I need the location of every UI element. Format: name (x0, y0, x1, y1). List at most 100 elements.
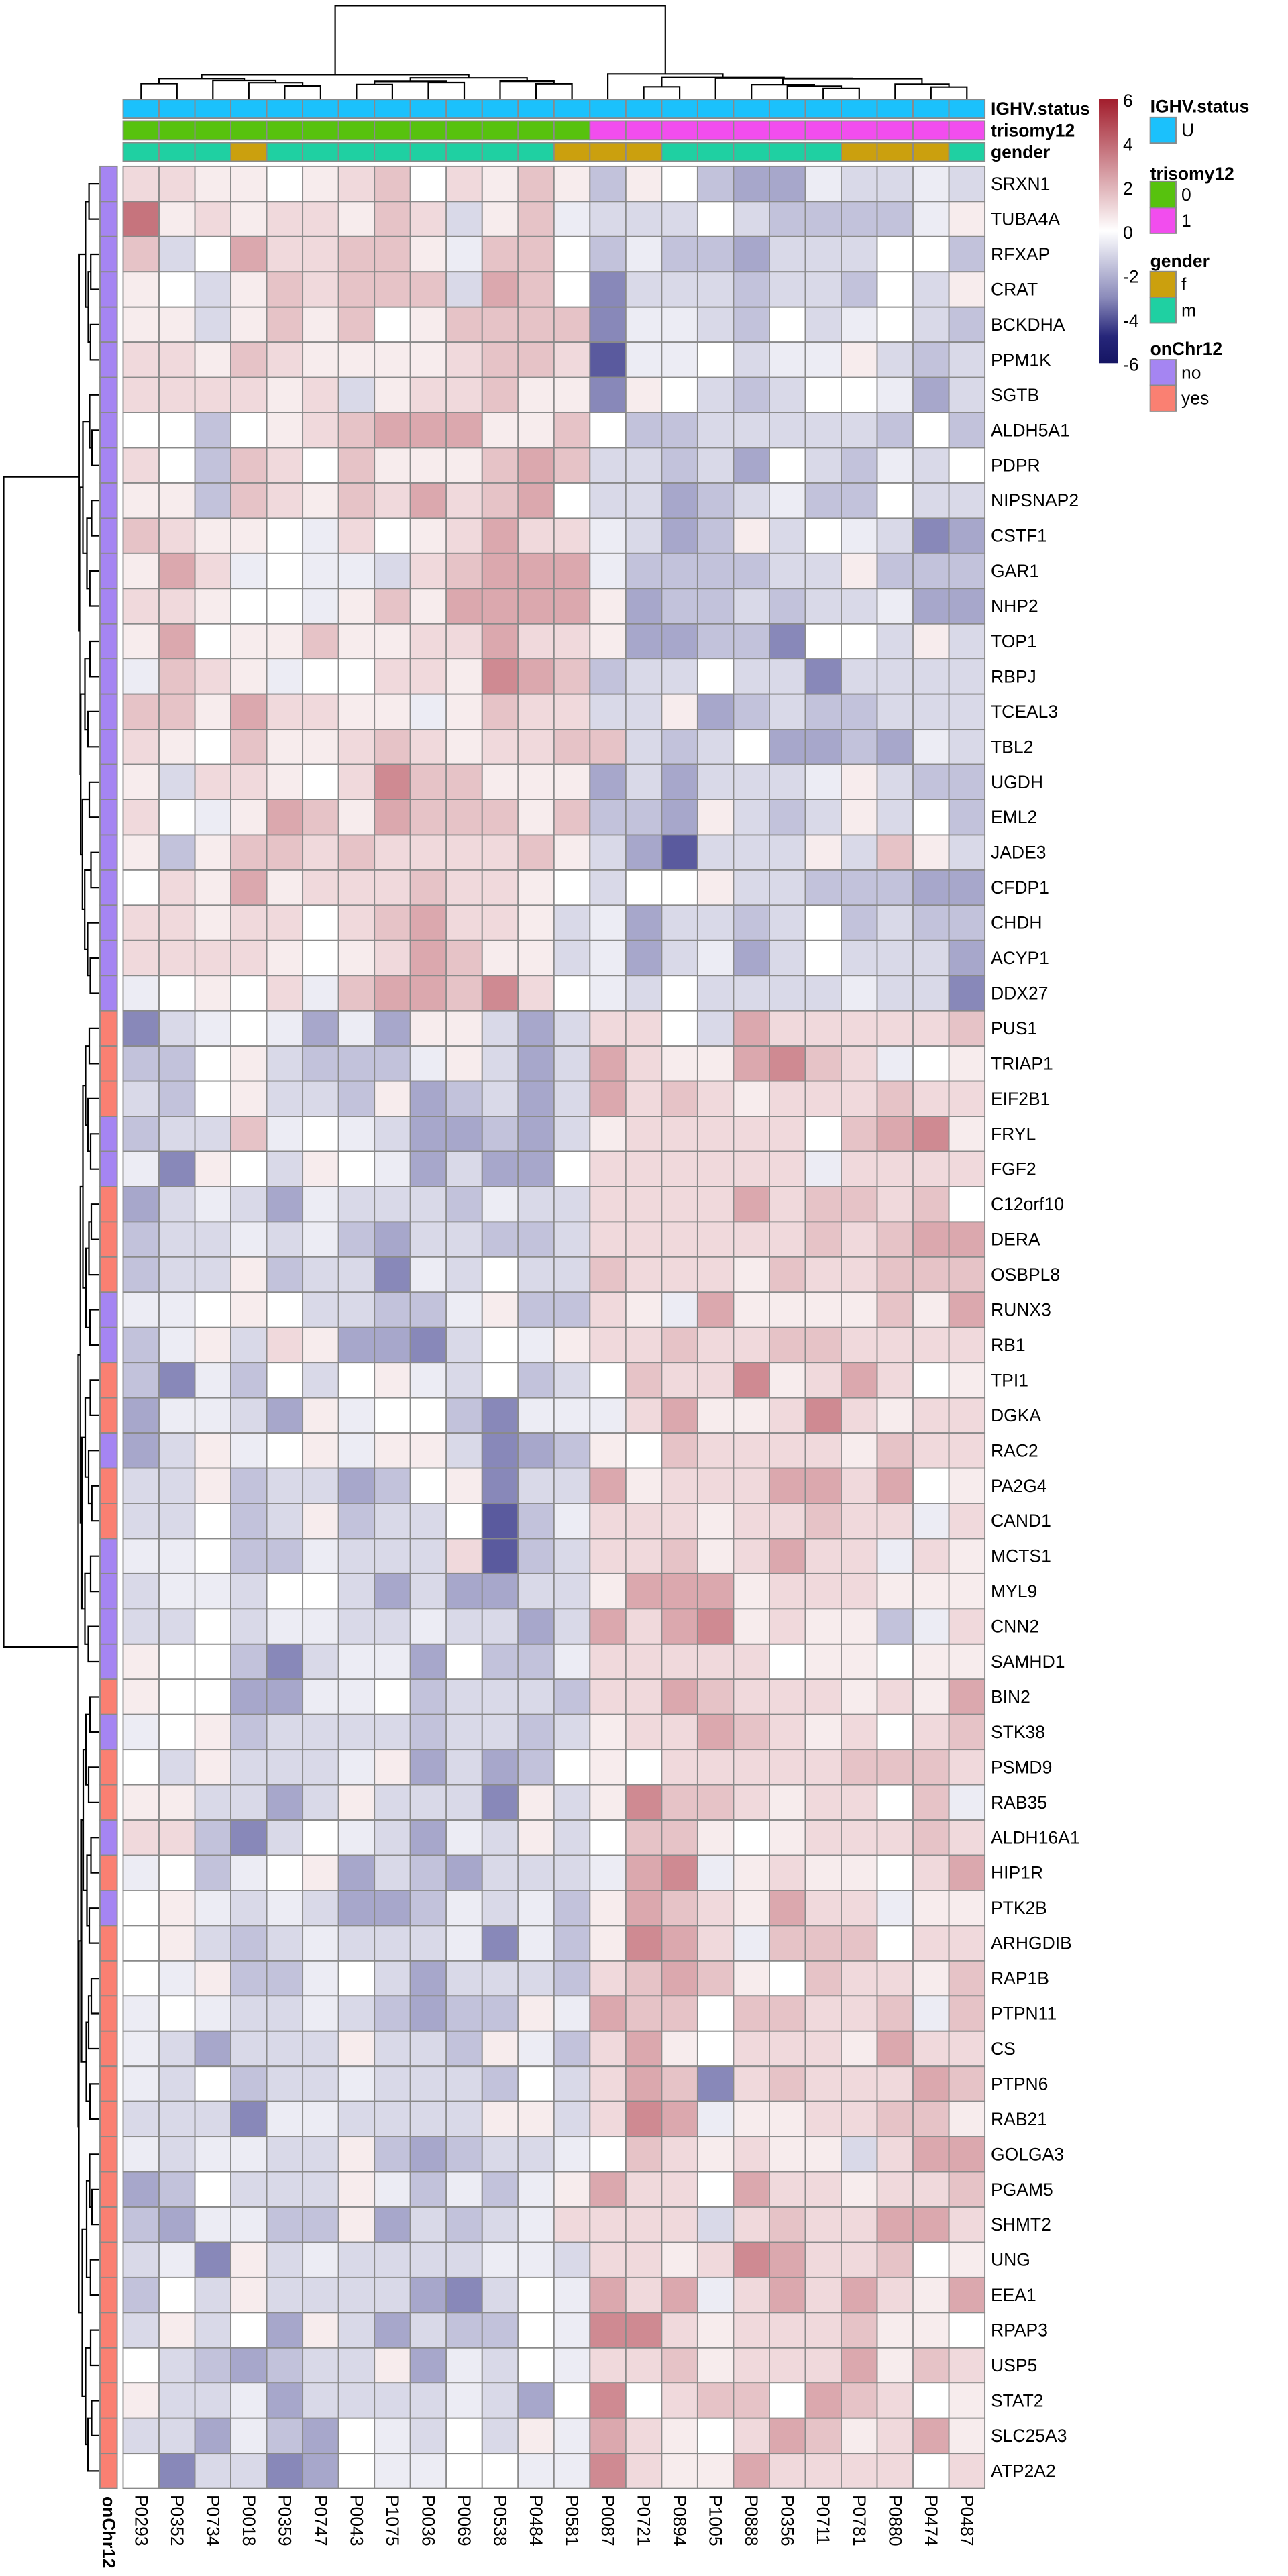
svg-text:UGDH: UGDH (991, 772, 1043, 792)
svg-text:4: 4 (1123, 134, 1133, 154)
svg-text:P0781: P0781 (849, 2495, 869, 2546)
svg-text:-6: -6 (1123, 355, 1139, 375)
svg-text:P0036: P0036 (419, 2495, 439, 2546)
svg-text:-2: -2 (1123, 266, 1139, 286)
svg-text:HIP1R: HIP1R (991, 1863, 1043, 1883)
svg-text:gender: gender (1150, 251, 1210, 271)
svg-text:m: m (1181, 300, 1196, 320)
svg-text:PSMD9: PSMD9 (991, 1757, 1052, 1777)
svg-text:NIPSNAP2: NIPSNAP2 (991, 490, 1079, 511)
svg-text:PPM1K: PPM1K (991, 350, 1051, 370)
svg-text:RPAP3: RPAP3 (991, 2320, 1048, 2341)
svg-text:RBPJ: RBPJ (991, 666, 1036, 686)
svg-text:P0356: P0356 (777, 2495, 798, 2546)
svg-text:P0359: P0359 (274, 2495, 294, 2546)
svg-text:CS: CS (991, 2039, 1016, 2059)
svg-text:CNN2: CNN2 (991, 1617, 1039, 1637)
svg-text:RAB35: RAB35 (991, 1792, 1047, 1813)
svg-text:P0069: P0069 (454, 2495, 474, 2546)
svg-text:GOLGA3: GOLGA3 (991, 2144, 1064, 2164)
svg-text:RUNX3: RUNX3 (991, 1300, 1051, 1320)
svg-text:PTPN11: PTPN11 (991, 2004, 1057, 2024)
svg-text:NHP2: NHP2 (991, 596, 1038, 616)
svg-text:JADE3: JADE3 (991, 843, 1046, 863)
svg-text:U: U (1181, 120, 1194, 140)
svg-text:SLC25A3: SLC25A3 (991, 2426, 1067, 2446)
svg-text:CFDP1: CFDP1 (991, 877, 1049, 898)
svg-text:P0711: P0711 (813, 2495, 833, 2545)
svg-text:STAT2: STAT2 (991, 2391, 1044, 2411)
svg-text:RAB21: RAB21 (991, 2109, 1047, 2129)
svg-text:P0581: P0581 (562, 2495, 582, 2546)
svg-text:PA2G4: PA2G4 (991, 1476, 1046, 1496)
svg-text:EIF2B1: EIF2B1 (991, 1089, 1050, 1109)
svg-text:SRXN1: SRXN1 (991, 174, 1050, 194)
svg-text:ACYP1: ACYP1 (991, 948, 1049, 968)
svg-text:no: no (1181, 362, 1201, 382)
svg-text:EML2: EML2 (991, 807, 1037, 827)
svg-text:0: 0 (1181, 184, 1191, 205)
svg-text:CRAT: CRAT (991, 280, 1038, 300)
svg-text:P0538: P0538 (490, 2495, 511, 2546)
svg-text:onChr12: onChr12 (99, 2496, 119, 2569)
svg-text:PDPR: PDPR (991, 455, 1040, 476)
svg-text:PGAM5: PGAM5 (991, 2180, 1053, 2200)
svg-text:P0087: P0087 (598, 2495, 618, 2546)
svg-text:RAC2: RAC2 (991, 1440, 1038, 1460)
svg-text:CHDH: CHDH (991, 913, 1042, 933)
svg-text:onChr12: onChr12 (1150, 339, 1223, 359)
svg-text:P0352: P0352 (167, 2495, 187, 2546)
svg-text:FRYL: FRYL (991, 1124, 1036, 1144)
svg-text:TCEAL3: TCEAL3 (991, 702, 1058, 722)
svg-text:EEA1: EEA1 (991, 2285, 1036, 2305)
svg-text:C12orf10: C12orf10 (991, 1194, 1064, 1214)
svg-text:P0018: P0018 (239, 2495, 259, 2546)
svg-text:GAR1: GAR1 (991, 561, 1039, 581)
svg-text:SAMHD1: SAMHD1 (991, 1652, 1065, 1672)
svg-text:2: 2 (1123, 178, 1133, 199)
svg-text:P0293: P0293 (131, 2495, 151, 2546)
svg-text:ALDH5A1: ALDH5A1 (991, 420, 1070, 440)
svg-text:MYL9: MYL9 (991, 1581, 1037, 1601)
svg-text:1: 1 (1181, 211, 1191, 231)
svg-text:P0487: P0487 (957, 2495, 977, 2546)
svg-text:TOP1: TOP1 (991, 631, 1037, 651)
svg-text:trisomy12: trisomy12 (1150, 164, 1234, 184)
svg-text:DDX27: DDX27 (991, 983, 1048, 1004)
svg-text:CSTF1: CSTF1 (991, 526, 1047, 546)
svg-text:gender: gender (991, 142, 1050, 162)
svg-text:P0484: P0484 (526, 2495, 546, 2546)
svg-text:f: f (1181, 274, 1187, 294)
svg-text:MCTS1: MCTS1 (991, 1546, 1051, 1566)
svg-text:RAP1B: RAP1B (991, 1968, 1049, 1988)
svg-text:ALDH16A1: ALDH16A1 (991, 1827, 1080, 1847)
svg-text:PTK2B: PTK2B (991, 1898, 1047, 1918)
svg-text:P0894: P0894 (669, 2495, 690, 2546)
svg-text:PTPN6: PTPN6 (991, 2074, 1048, 2094)
svg-text:P0043: P0043 (346, 2495, 366, 2546)
svg-text:TRIAP1: TRIAP1 (991, 1053, 1053, 1073)
svg-text:RFXAP: RFXAP (991, 244, 1050, 264)
svg-text:ARHGDIB: ARHGDIB (991, 1933, 1072, 1953)
svg-text:TPI1: TPI1 (991, 1370, 1028, 1390)
svg-text:P0888: P0888 (741, 2495, 761, 2546)
svg-text:SHMT2: SHMT2 (991, 2214, 1051, 2235)
svg-text:P0747: P0747 (311, 2495, 331, 2546)
svg-text:P0880: P0880 (885, 2495, 905, 2546)
svg-text:FGF2: FGF2 (991, 1159, 1036, 1179)
svg-text:CAND1: CAND1 (991, 1511, 1051, 1531)
svg-text:USP5: USP5 (991, 2355, 1037, 2375)
svg-text:SGTB: SGTB (991, 385, 1039, 405)
svg-text:trisomy12: trisomy12 (991, 120, 1075, 140)
svg-text:P0734: P0734 (203, 2495, 223, 2546)
svg-text:BCKDHA: BCKDHA (991, 315, 1065, 335)
svg-text:BIN2: BIN2 (991, 1687, 1030, 1707)
svg-text:DERA: DERA (991, 1230, 1040, 1250)
svg-text:P1005: P1005 (706, 2495, 726, 2546)
svg-text:STK38: STK38 (991, 1722, 1045, 1742)
svg-text:-4: -4 (1123, 311, 1139, 331)
svg-text:PUS1: PUS1 (991, 1018, 1037, 1038)
svg-text:ATP2A2: ATP2A2 (991, 2461, 1056, 2481)
svg-text:DGKA: DGKA (991, 1405, 1041, 1426)
svg-text:yes: yes (1181, 388, 1209, 409)
